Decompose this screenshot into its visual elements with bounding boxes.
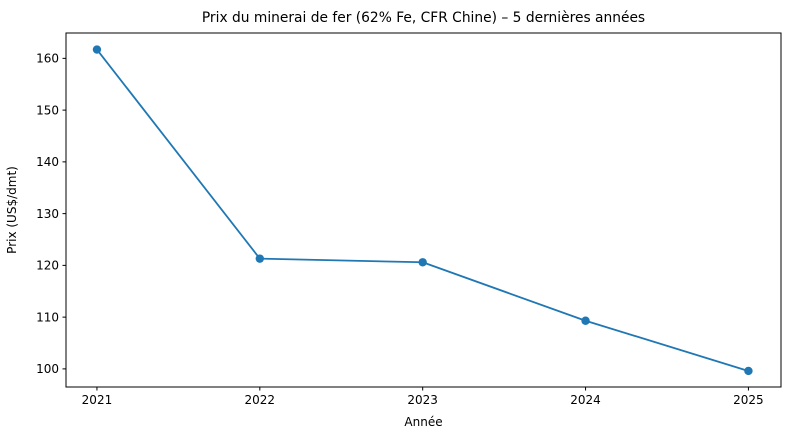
chart-title: Prix du minerai de fer (62% Fe, CFR Chin… [202,10,645,26]
x-tick-label: 2022 [245,393,276,407]
data-point-marker [581,316,590,325]
y-axis-label: Prix (US$/dmt) [5,166,19,254]
x-tick-label: 2024 [570,393,601,407]
y-tick-label: 150 [36,103,59,117]
data-point-marker [92,45,102,54]
y-tick-label: 140 [36,155,59,169]
x-tick-label: 2021 [82,393,113,407]
plot-area: 100 110 120 130 140 150 160 2021 2022 2023 2024 202… [36,32,782,407]
x-tick-label: 2025 [733,393,764,407]
data-point-marker [255,254,265,263]
y-tick-label: 120 [36,259,59,273]
data-point-marker [418,258,427,267]
y-tick-label: 110 [36,310,59,324]
y-tick-label: 160 [36,52,59,66]
axes-spines [65,32,782,388]
price-line-series [96,49,749,372]
y-tick-label: 130 [36,207,59,221]
x-axis-label: Année [404,415,442,429]
data-point-marker [744,366,753,376]
y-tick-label: 100 [36,362,59,376]
x-tick-label: 2023 [407,393,438,407]
